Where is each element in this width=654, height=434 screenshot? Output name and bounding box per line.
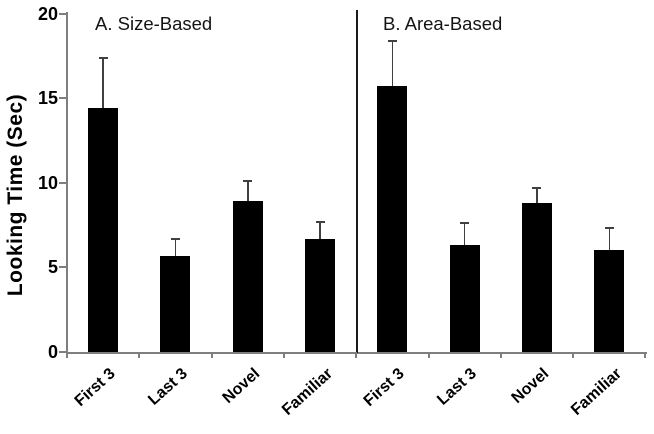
error-bar-cap [315, 220, 325, 223]
panel-divider-line [355, 10, 358, 353]
error-bar-line [536, 187, 538, 204]
x-axis-tick [138, 352, 141, 358]
y-axis-line [65, 12, 68, 354]
error-bar-line [174, 238, 177, 256]
y-axis-tick [59, 181, 66, 184]
y-tick-label: 0 [47, 342, 58, 362]
panel-b-title: B. Area-Based [383, 13, 503, 34]
bar-familiar-size [305, 238, 336, 352]
x-category-label: First 3 [360, 365, 409, 410]
y-axis-tick [59, 12, 66, 15]
y-axis-tick [59, 266, 66, 269]
error-bar-cap [387, 39, 397, 42]
error-bar-cap [243, 180, 253, 183]
x-axis-tick [210, 352, 213, 358]
bar-novel-area [521, 203, 552, 352]
y-tick-label: 15 [37, 88, 58, 109]
x-axis-tick [282, 352, 285, 358]
x-category-label: Novel [219, 365, 264, 407]
x-category-label: Last 3 [434, 365, 481, 409]
bar-first-3-area [377, 86, 408, 352]
panel-a-title: A. Size-Based [95, 13, 213, 34]
x-category-label: Last 3 [145, 365, 192, 409]
x-axis-tick [572, 352, 575, 358]
bar-last-3-area [449, 245, 480, 352]
x-axis-tick [427, 352, 430, 358]
x-category-label: Familiar [278, 365, 336, 419]
y-axis-tick [59, 97, 66, 100]
bar-novel-size [232, 201, 263, 352]
error-bar-cap [460, 222, 470, 225]
x-axis-tick [66, 352, 68, 358]
y-tick-label: 5 [47, 257, 58, 278]
error-bar-line [102, 57, 104, 109]
y-tick-label: 20 [37, 3, 58, 24]
bar-familiar-area [594, 250, 625, 352]
error-bar-line [247, 181, 249, 202]
y-tick-label: 10 [37, 172, 58, 193]
error-bar-cap [604, 227, 614, 230]
x-axis-tick [499, 352, 502, 358]
error-bar-line [391, 40, 394, 87]
error-bar-cap [532, 186, 542, 189]
error-bar-line [463, 223, 466, 246]
x-category-label: First 3 [71, 365, 119, 410]
bar-last-3-size [160, 255, 191, 352]
x-category-label: Familiar [567, 365, 625, 419]
x-axis-tick [355, 352, 358, 358]
bar-first-3-size [88, 108, 119, 352]
error-bar-line [319, 221, 321, 239]
error-bar-cap [170, 237, 180, 240]
y-axis-title: Looking Time (Sec) [4, 93, 27, 297]
x-category-label: Novel [508, 365, 553, 407]
x-axis-tick [644, 352, 647, 358]
error-bar-cap [98, 56, 108, 59]
error-bar-line [608, 228, 610, 251]
y-axis-tick [59, 351, 66, 353]
